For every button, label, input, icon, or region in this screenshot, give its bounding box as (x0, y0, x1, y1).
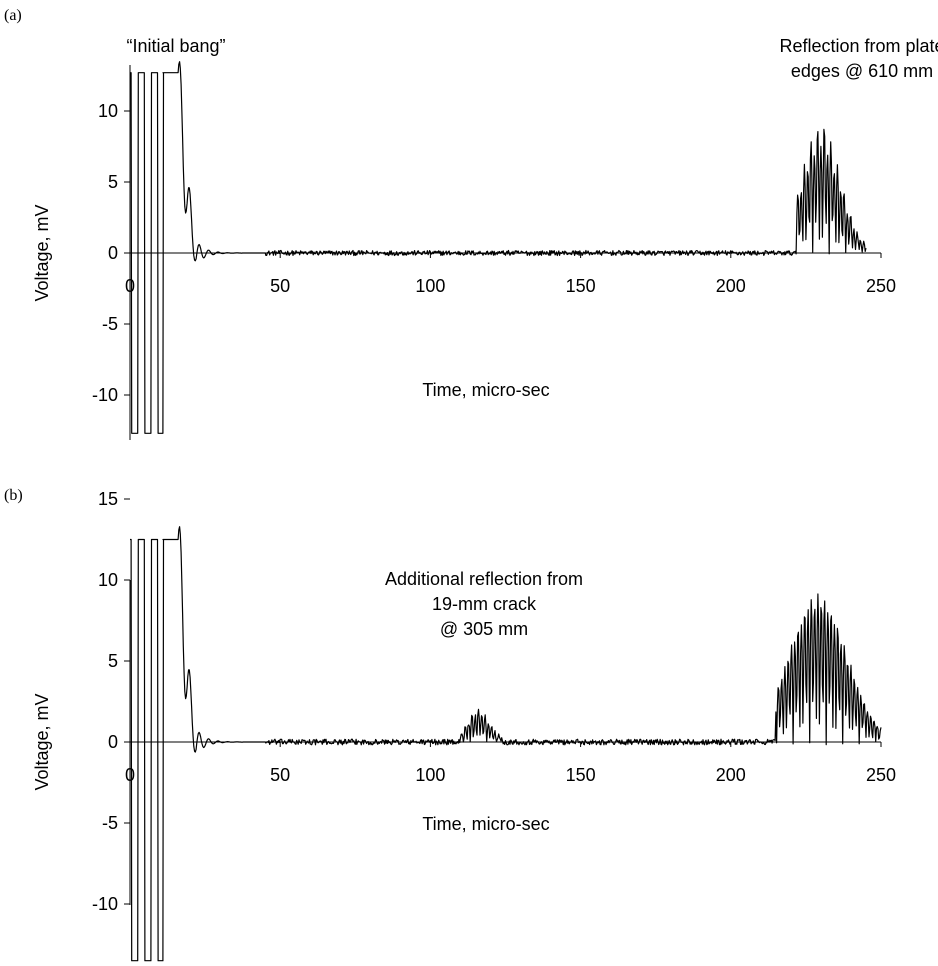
x-ticks-b: 0 50 100 150 200 250 (125, 742, 896, 785)
x-tick-label: 150 (566, 276, 596, 296)
annotation-plate-reflection-line1: Reflection from plate (779, 36, 938, 56)
annotation-crack-line1: Additional reflection from (385, 569, 583, 589)
y-axis-title-a: Voltage, mV (32, 204, 52, 301)
y-tick-label: 5 (108, 651, 118, 671)
y-tick-label: -10 (92, 385, 118, 405)
y-tick-label: 0 (108, 732, 118, 752)
x-axis-title-b: Time, micro-sec (422, 814, 549, 834)
annotation-crack-line3: @ 305 mm (440, 619, 528, 639)
x-tick-label: 0 (125, 765, 135, 785)
y-tick-label: 0 (108, 243, 118, 263)
y-tick-label: -5 (102, 813, 118, 833)
annotation-plate-reflection-line2: edges @ 610 mm (791, 61, 933, 81)
panel-label-a: (a) (4, 7, 22, 24)
x-tick-label: 200 (716, 765, 746, 785)
y-tick-label: 10 (98, 101, 118, 121)
y-tick-label: -10 (92, 894, 118, 914)
x-tick-label: 250 (866, 276, 896, 296)
y-axis-title-b: Voltage, mV (32, 693, 52, 790)
y-tick-label: 5 (108, 172, 118, 192)
y-tick-label: -5 (102, 314, 118, 334)
x-tick-label: 50 (270, 276, 290, 296)
x-tick-label: 150 (566, 765, 596, 785)
x-axis-title-a: Time, micro-sec (422, 380, 549, 400)
x-tick-label: 0 (125, 276, 135, 296)
panel-label-b: (b) (4, 487, 23, 504)
x-tick-label: 100 (415, 765, 445, 785)
x-tick-label: 50 (270, 765, 290, 785)
x-ticks-a: 0 50 100 150 200 250 (125, 253, 896, 296)
annotation-crack-line2: 19-mm crack (432, 594, 537, 614)
waveform-trace-a (130, 61, 867, 434)
y-ticks-a: 10 5 0 -5 -10 (92, 101, 130, 405)
annotation-initial-bang: “Initial bang” (126, 36, 225, 56)
waveform-trace-b (130, 526, 882, 962)
x-tick-label: 200 (716, 276, 746, 296)
x-tick-label: 100 (415, 276, 445, 296)
x-tick-label: 250 (866, 765, 896, 785)
y-tick-label: 10 (98, 570, 118, 590)
y-tick-label: 15 (98, 489, 118, 509)
